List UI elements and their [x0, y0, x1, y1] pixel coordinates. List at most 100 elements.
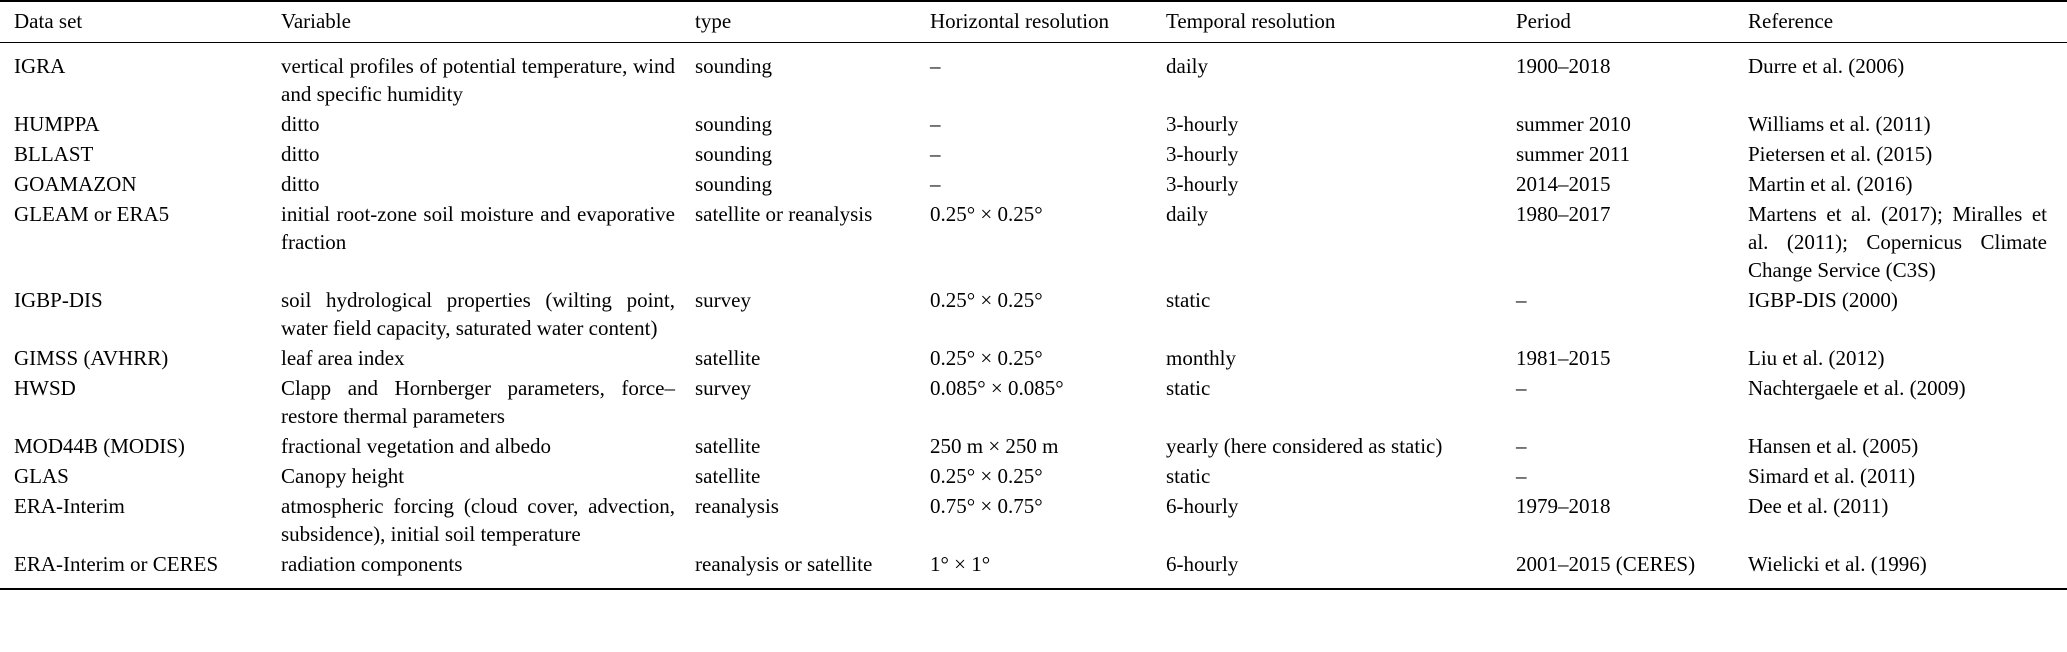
table-row: IGRA vertical profiles of potential tempe…: [0, 43, 2067, 110]
cell-period: –: [1516, 288, 1527, 312]
column-header-type: type: [695, 0, 930, 43]
cell-period: 1980–2017: [1516, 202, 1611, 226]
cell-period: 1900–2018: [1516, 54, 1611, 78]
cell-variable: initial root-zone soil moisture and evap…: [281, 202, 675, 254]
cell-variable: ditto: [281, 112, 320, 136]
table-row: BLLAST ditto sounding – 3-hourly summer 2011 P…: [0, 139, 2067, 169]
cell-horizontal-resolution: –: [930, 54, 941, 78]
cell-reference: Simard et al. (2011): [1748, 464, 1916, 488]
cell-period: –: [1516, 434, 1527, 458]
cell-type: satellite: [695, 464, 761, 488]
table-row: ERA-Interim atmospheric forcing (cloud co…: [0, 491, 2067, 549]
cell-dataset: GLAS: [14, 464, 69, 488]
table-row: GOAMAZON ditto sounding – 3-hourly 2014–2015 M…: [0, 169, 2067, 199]
cell-reference: Martens et al. (2017); Miralles et al. (…: [1748, 202, 2047, 282]
cell-dataset: GOAMAZON: [14, 172, 137, 196]
cell-type: reanalysis: [695, 494, 779, 518]
table-row: IGBP-DIS soil hydrological properties (wi…: [0, 285, 2067, 343]
table-row: HUMPPA ditto sounding – 3-hourly summer 2010 W…: [0, 109, 2067, 139]
table-row: MOD44B (MODIS) fractional vegetation and …: [0, 431, 2067, 461]
cell-variable: atmospheric forcing (cloud cover, advect…: [281, 494, 675, 546]
cell-horizontal-resolution: –: [930, 172, 941, 196]
table-header-row: Data set Variable type Horizontal resolu…: [0, 0, 2067, 43]
cell-horizontal-resolution: 0.75° × 0.75°: [930, 494, 1043, 518]
column-header-temporal-resolution: Temporal resolution: [1166, 0, 1516, 43]
cell-type: survey: [695, 376, 751, 400]
column-header-horizontal-resolution: Horizontal resolution: [930, 0, 1166, 43]
cell-type: satellite: [695, 346, 761, 370]
table-body: IGRA vertical profiles of potential tempe…: [0, 43, 2067, 590]
cell-temporal-resolution: daily: [1166, 202, 1208, 226]
cell-type: sounding: [695, 112, 773, 136]
column-header-reference: Reference: [1748, 0, 2067, 43]
cell-reference: Wielicki et al. (1996): [1748, 549, 2067, 590]
cell-variable: Canopy height: [281, 464, 405, 488]
cell-variable: leaf area index: [281, 346, 405, 370]
cell-horizontal-resolution: 0.085° × 0.085°: [930, 376, 1064, 400]
datasets-table: Data set Variable type Horizontal resolu…: [0, 0, 2067, 590]
cell-period: 2001–2015 (CERES): [1516, 549, 1748, 590]
cell-dataset: ERA-Interim: [14, 494, 125, 518]
cell-reference: Pietersen et al. (2015): [1748, 142, 1933, 166]
cell-horizontal-resolution: 250 m × 250 m: [930, 434, 1059, 458]
cell-variable: soil hydrological properties (wilting po…: [281, 288, 675, 340]
cell-reference: Hansen et al. (2005): [1748, 434, 1919, 458]
cell-temporal-resolution: daily: [1166, 54, 1208, 78]
cell-type: sounding: [695, 172, 773, 196]
cell-period: 1981–2015: [1516, 346, 1611, 370]
cell-period: –: [1516, 464, 1527, 488]
cell-reference: Williams et al. (2011): [1748, 112, 1931, 136]
cell-type: reanalysis or satellite: [695, 549, 930, 590]
cell-period: summer 2010: [1516, 112, 1631, 136]
cell-dataset: IGRA: [14, 54, 66, 78]
cell-reference: Nachtergaele et al. (2009): [1748, 376, 1966, 400]
column-header-period: Period: [1516, 0, 1748, 43]
cell-horizontal-resolution: 0.25° × 0.25°: [930, 202, 1043, 226]
cell-reference: Martin et al. (2016): [1748, 172, 1913, 196]
cell-dataset: GLEAM or ERA5: [14, 202, 170, 226]
cell-variable: ditto: [281, 142, 320, 166]
cell-temporal-resolution: yearly (here considered as static): [1166, 434, 1443, 458]
cell-horizontal-resolution: –: [930, 142, 941, 166]
cell-dataset: HUMPPA: [14, 112, 100, 136]
cell-type: satellite: [695, 434, 761, 458]
cell-horizontal-resolution: 1° × 1°: [930, 549, 1166, 590]
table-row: GLAS Canopy height satellite 0.25° × 0.25° s…: [0, 461, 2067, 491]
cell-variable: radiation components: [281, 549, 695, 590]
cell-type: sounding: [695, 54, 773, 78]
cell-period: 1979–2018: [1516, 494, 1611, 518]
cell-dataset: MOD44B (MODIS): [14, 434, 185, 458]
cell-temporal-resolution: 3-hourly: [1166, 172, 1239, 196]
cell-period: summer 2011: [1516, 142, 1631, 166]
cell-dataset: HWSD: [14, 376, 76, 400]
cell-period: –: [1516, 376, 1527, 400]
cell-temporal-resolution: 6-hourly: [1166, 549, 1516, 590]
cell-temporal-resolution: 3-hourly: [1166, 112, 1239, 136]
cell-type: survey: [695, 288, 751, 312]
cell-dataset: ERA-Interim or CERES: [0, 549, 281, 590]
cell-variable: fractional vegetation and albedo: [281, 434, 551, 458]
table-row: HWSD Clapp and Hornberger parameters, for…: [0, 373, 2067, 431]
cell-variable: Clapp and Hornberger parameters, force–r…: [281, 376, 675, 428]
cell-temporal-resolution: 6-hourly: [1166, 494, 1239, 518]
cell-horizontal-resolution: 0.25° × 0.25°: [930, 346, 1043, 370]
table-row: GIMSS (AVHRR) leaf area index satellite 0.2…: [0, 343, 2067, 373]
cell-temporal-resolution: static: [1166, 464, 1211, 488]
cell-reference: Durre et al. (2006): [1748, 54, 1905, 78]
cell-dataset: IGBP-DIS: [14, 288, 103, 312]
cell-horizontal-resolution: 0.25° × 0.25°: [930, 288, 1043, 312]
cell-horizontal-resolution: –: [930, 112, 941, 136]
cell-dataset: GIMSS (AVHRR): [14, 346, 169, 370]
cell-dataset: BLLAST: [14, 142, 94, 166]
cell-reference: Liu et al. (2012): [1748, 346, 1885, 370]
cell-horizontal-resolution: 0.25° × 0.25°: [930, 464, 1043, 488]
cell-temporal-resolution: 3-hourly: [1166, 142, 1239, 166]
cell-variable: ditto: [281, 172, 320, 196]
table-header: Data set Variable type Horizontal resolu…: [0, 0, 2067, 43]
column-header-variable: Variable: [281, 0, 695, 43]
table-row: ERA-Interim or CERES radiation components…: [0, 549, 2067, 590]
cell-variable: vertical profiles of potential temperatu…: [281, 54, 675, 106]
cell-temporal-resolution: static: [1166, 288, 1211, 312]
cell-reference: Dee et al. (2011): [1748, 494, 1889, 518]
